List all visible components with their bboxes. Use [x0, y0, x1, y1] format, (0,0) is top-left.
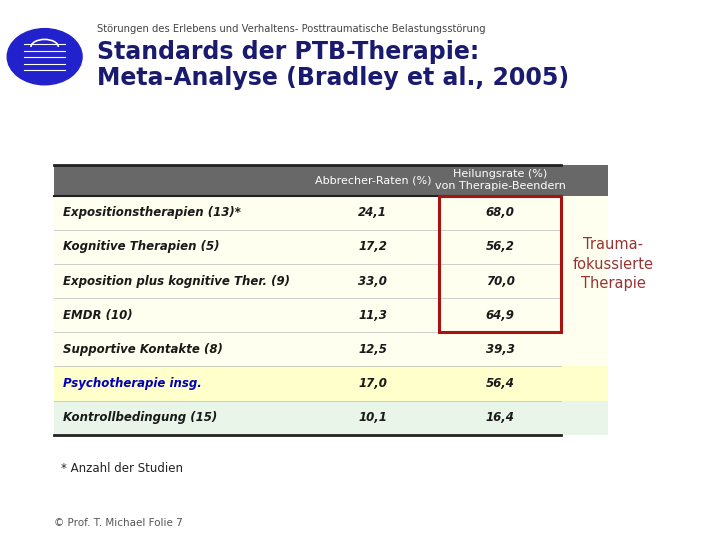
Bar	[54, 298, 608, 332]
Bar	[54, 401, 608, 435]
Text: Kognitive Therapien (5): Kognitive Therapien (5)	[63, 240, 219, 253]
Text: Störungen des Erlebens und Verhaltens- Posttraumatische Belastungsstörung: Störungen des Erlebens und Verhaltens- P…	[97, 24, 486, 35]
Text: 12,5: 12,5	[359, 343, 387, 356]
Text: Trauma-
fokussierte
Therapie: Trauma- fokussierte Therapie	[573, 237, 654, 291]
Bar	[54, 165, 608, 195]
Circle shape	[7, 29, 82, 85]
Bar	[439, 195, 562, 332]
Text: 68,0: 68,0	[486, 206, 515, 219]
Text: Kontrollbedingung (15): Kontrollbedingung (15)	[63, 411, 217, 424]
Text: Meta-Analyse (Bradley et al., 2005): Meta-Analyse (Bradley et al., 2005)	[97, 66, 570, 90]
Text: Abbrecher-Raten (%): Abbrecher-Raten (%)	[315, 175, 431, 185]
Text: Exposition plus kognitive Ther. (9): Exposition plus kognitive Ther. (9)	[63, 274, 289, 288]
Bar	[54, 196, 608, 230]
Text: 33,0: 33,0	[359, 274, 387, 288]
Text: Supportive Kontakte (8): Supportive Kontakte (8)	[63, 343, 222, 356]
FancyBboxPatch shape	[54, 165, 608, 435]
Text: Standards der PTB-Therapie:: Standards der PTB-Therapie:	[97, 40, 480, 64]
Text: 24,1: 24,1	[359, 206, 387, 219]
Text: 11,3: 11,3	[359, 309, 387, 322]
Text: 10,1: 10,1	[359, 411, 387, 424]
Text: EMDR (10): EMDR (10)	[63, 309, 132, 322]
Text: 16,4: 16,4	[486, 411, 515, 424]
Text: © Prof. T. Michael Folie 7: © Prof. T. Michael Folie 7	[54, 518, 183, 528]
Text: 17,2: 17,2	[359, 240, 387, 253]
Bar	[54, 264, 608, 298]
Text: 64,9: 64,9	[486, 309, 515, 322]
Text: 56,4: 56,4	[486, 377, 515, 390]
Bar	[54, 230, 608, 264]
Text: * Anzahl der Studien: * Anzahl der Studien	[61, 462, 183, 475]
Text: Psychotherapie insg.: Psychotherapie insg.	[63, 377, 202, 390]
Text: 56,2: 56,2	[486, 240, 515, 253]
Bar	[54, 367, 608, 401]
Text: 17,0: 17,0	[359, 377, 387, 390]
Text: 39,3: 39,3	[486, 343, 515, 356]
Text: 70,0: 70,0	[486, 274, 515, 288]
Bar	[54, 332, 608, 367]
Text: Heilungsrate (%)
von Therapie-Beendern: Heilungsrate (%) von Therapie-Beendern	[435, 170, 566, 191]
Text: Expositionstherapien (13)*: Expositionstherapien (13)*	[63, 206, 240, 219]
